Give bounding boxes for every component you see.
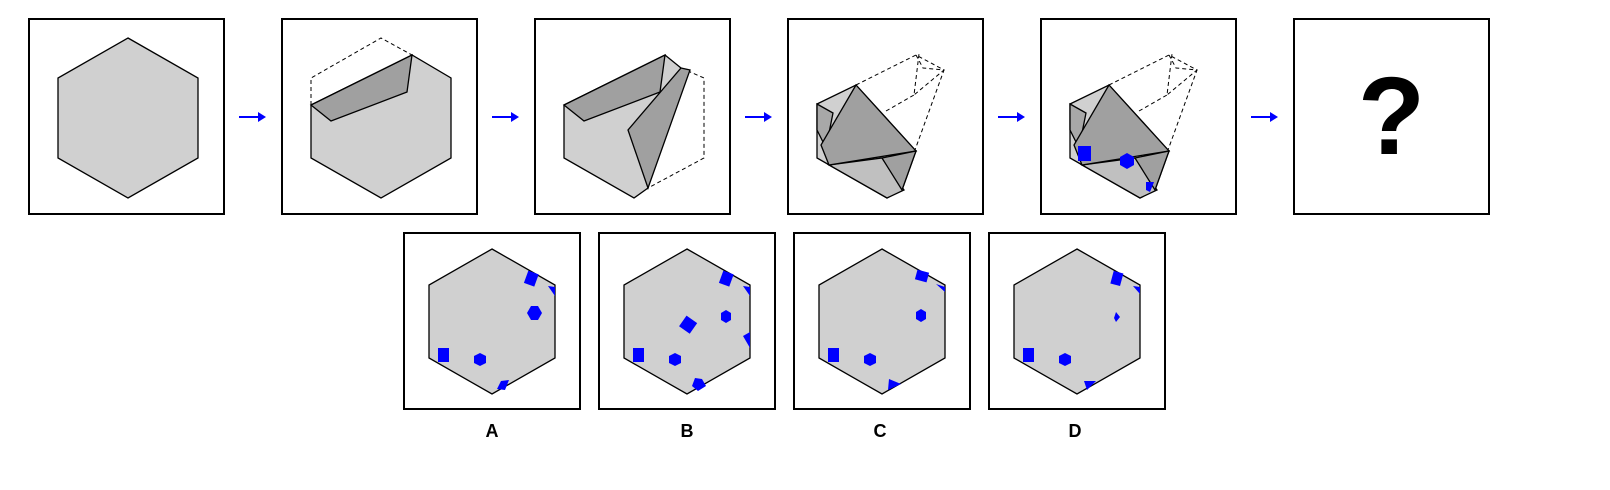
option-d-label: D <box>1068 421 1082 441</box>
punched-corner-hole <box>1146 182 1154 192</box>
option-d-diagram <box>1013 248 1141 395</box>
option-a-diagram <box>428 248 556 395</box>
punched-diagram <box>1069 53 1198 199</box>
question-mark: ? <box>1357 55 1426 178</box>
option-a-label: A <box>485 421 499 441</box>
arrow-3 <box>745 112 772 122</box>
option-d-panel[interactable] <box>988 232 1166 410</box>
punched-hexagon-hole <box>1120 153 1134 169</box>
option-b-diagram <box>623 248 751 395</box>
option-b-panel[interactable] <box>598 232 776 410</box>
arrow-1 <box>239 112 266 122</box>
fold-2-diagram <box>562 53 705 199</box>
answer-panel: ? <box>1293 18 1490 215</box>
option-c-label: C <box>873 421 887 441</box>
unfolded-hexagon <box>57 37 199 199</box>
step-5-panel <box>1040 18 1237 215</box>
step-1-panel <box>28 18 225 215</box>
arrow-2 <box>492 112 519 122</box>
option-a-panel[interactable] <box>403 232 581 410</box>
step-4-panel <box>787 18 984 215</box>
option-c-diagram <box>818 248 946 395</box>
fold-3-diagram <box>816 53 945 199</box>
arrow-4 <box>998 112 1025 122</box>
step-2-panel <box>281 18 478 215</box>
option-c-panel[interactable] <box>793 232 971 410</box>
step-3-panel <box>534 18 731 215</box>
fold-1-diagram <box>309 37 452 199</box>
option-b-label: B <box>680 421 694 441</box>
punched-square-hole <box>1078 146 1091 161</box>
arrow-5 <box>1251 112 1278 122</box>
